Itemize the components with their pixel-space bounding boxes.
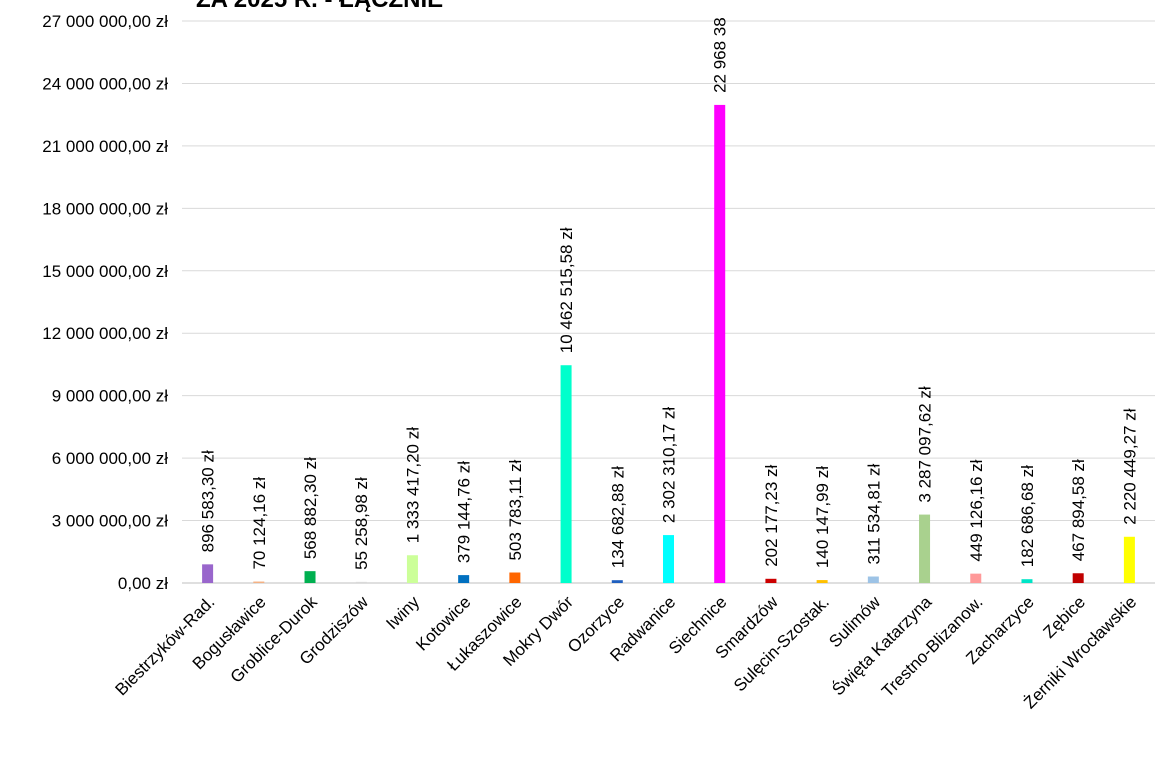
bar xyxy=(611,580,623,583)
value-label: 379 144,76 zł xyxy=(455,461,474,563)
y-tick-label: 18 000 000,00 zł xyxy=(42,199,168,218)
bars xyxy=(202,104,1135,584)
value-label: 467 894,58 zł xyxy=(1069,459,1088,561)
bar xyxy=(919,514,931,583)
chart-title: ZA 2025 R. - ŁĄCZNIE xyxy=(196,0,443,14)
bar xyxy=(560,365,572,583)
value-label: 449 126,16 zł xyxy=(967,459,986,561)
value-label: 70 124,16 zł xyxy=(250,477,269,570)
value-label: 2 220 449,27 zł xyxy=(1120,408,1139,524)
value-label: 3 287 097,62 zł xyxy=(916,386,935,502)
bar xyxy=(1072,573,1084,583)
value-labels: 896 583,30 zł 70 124,16 zł 568 882,30 zł 55… xyxy=(199,17,1140,570)
bar xyxy=(202,564,214,583)
y-tick-label: 9 000 000,00 zł xyxy=(52,387,168,406)
bar xyxy=(355,581,367,583)
value-label: 503 783,11 zł xyxy=(506,459,525,560)
value-label: 55 258,98 zł xyxy=(352,477,371,570)
x-axis-labels: Biestrzyków-Rad.BogusławiceGroblice-Duro… xyxy=(111,592,1140,713)
value-label: 140 147,99 zł xyxy=(813,466,832,568)
x-tick-label: Sulęcin-Szostak. xyxy=(730,592,833,695)
y-tick-label: 12 000 000,00 zł xyxy=(42,324,168,343)
bar xyxy=(714,104,726,584)
gridlines xyxy=(182,20,1155,584)
value-label: 134 682,88 zł xyxy=(608,466,627,568)
value-label: 2 302 310,17 zł xyxy=(660,407,679,523)
y-axis-ticks: 0,00 zł 3 000 000,00 zł 6 000 000,00 zł 9 0… xyxy=(42,12,168,593)
bar xyxy=(970,573,982,583)
y-tick-label: 3 000 000,00 zł xyxy=(52,512,168,531)
y-tick-label: 27 000 000,00 zł xyxy=(42,12,168,31)
y-tick-label: 24 000 000,00 zł xyxy=(42,74,168,93)
bar xyxy=(1021,579,1033,583)
bar xyxy=(458,575,470,583)
bar xyxy=(304,571,316,583)
value-label: 1 333 417,20 zł xyxy=(403,427,422,543)
value-label: 182 686,68 zł xyxy=(1018,465,1037,567)
bar xyxy=(867,576,879,583)
value-label: 568 882,30 zł xyxy=(301,457,320,559)
value-label: 896 583,30 zł xyxy=(199,450,218,552)
bar xyxy=(816,580,828,583)
bar xyxy=(1123,536,1135,583)
y-tick-label: 21 000 000,00 zł xyxy=(42,137,168,156)
bar xyxy=(765,578,777,583)
x-tick-label: Groblice-Durok xyxy=(227,592,322,687)
value-label: 22 968 38 xyxy=(711,17,730,93)
bar xyxy=(253,581,265,583)
y-tick-label: 0,00 zł xyxy=(118,574,168,593)
bar xyxy=(406,555,418,583)
value-label: 10 462 515,58 zł xyxy=(557,227,576,353)
y-tick-label: 15 000 000,00 zł xyxy=(42,262,168,281)
value-label: 311 534,81 zł xyxy=(864,463,883,564)
y-tick-label: 6 000 000,00 zł xyxy=(52,449,168,468)
x-tick-label: Iwiny xyxy=(382,592,423,633)
x-tick-label: Zębice xyxy=(1039,592,1089,642)
bar xyxy=(663,535,674,583)
value-label: 202 177,23 zł xyxy=(762,464,781,566)
bar xyxy=(509,572,521,583)
